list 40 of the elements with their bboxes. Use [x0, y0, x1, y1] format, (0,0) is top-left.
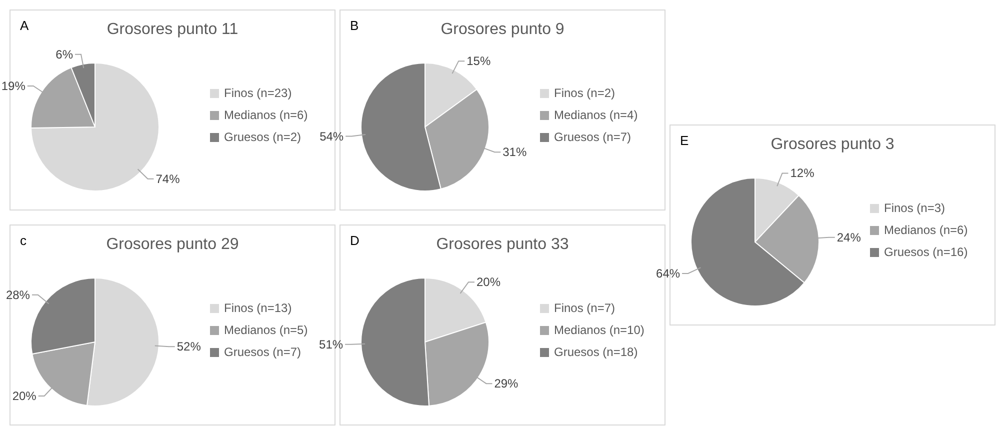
legend-label: Finos (n=13): [224, 301, 292, 315]
text: c: [20, 233, 27, 248]
data-label: 19%: [1, 79, 26, 94]
text: D: [350, 233, 360, 248]
text: A: [20, 18, 29, 33]
legend-label: Medianos (n=10): [554, 323, 644, 337]
data-label: 29%: [494, 376, 519, 391]
legend-label: Gruesos (n=16): [884, 245, 968, 259]
text: E: [680, 133, 689, 148]
data-label: 20%: [12, 388, 37, 403]
legend-label: Finos (n=2): [554, 86, 616, 100]
data-label: 51%: [319, 337, 344, 352]
legend-label: Finos (n=3): [884, 201, 946, 215]
legend-label: Gruesos (n=7): [224, 345, 302, 359]
data-label: 74%: [156, 172, 180, 186]
data-label: 15%: [466, 54, 491, 68]
chart-title: Grosores punto 29: [106, 236, 239, 253]
chart-title: Grosores punto 11: [106, 21, 238, 38]
legend-label: Medianos (n=6): [224, 108, 308, 122]
chart-title: Grosores punto 3: [770, 136, 894, 153]
data-label: 6%: [56, 47, 74, 62]
data-label: 31%: [502, 145, 527, 160]
chart-title: Grosores punto 9: [440, 21, 564, 38]
data-label: 24%: [836, 230, 862, 244]
legend-label: Gruesos (n=7): [554, 130, 632, 144]
legend-label: Medianos (n=6): [884, 223, 968, 237]
legend-label: Gruesos (n=18): [554, 345, 638, 359]
data-label: 12%: [790, 166, 815, 180]
text: B: [350, 18, 359, 33]
data-label: 28%: [6, 288, 30, 302]
data-label: 52%: [176, 340, 202, 354]
data-label: 54%: [320, 129, 344, 144]
legend-label: Medianos (n=5): [224, 323, 308, 337]
legend-label: Finos (n=23): [224, 86, 292, 100]
chart-title: Grosores punto 33: [436, 236, 569, 253]
data-label: 20%: [476, 275, 501, 290]
legend-label: Gruesos (n=2): [224, 130, 302, 144]
legend-label: Medianos (n=4): [554, 108, 638, 122]
legend-label: Finos (n=7): [554, 301, 616, 315]
data-label: 64%: [656, 266, 680, 281]
